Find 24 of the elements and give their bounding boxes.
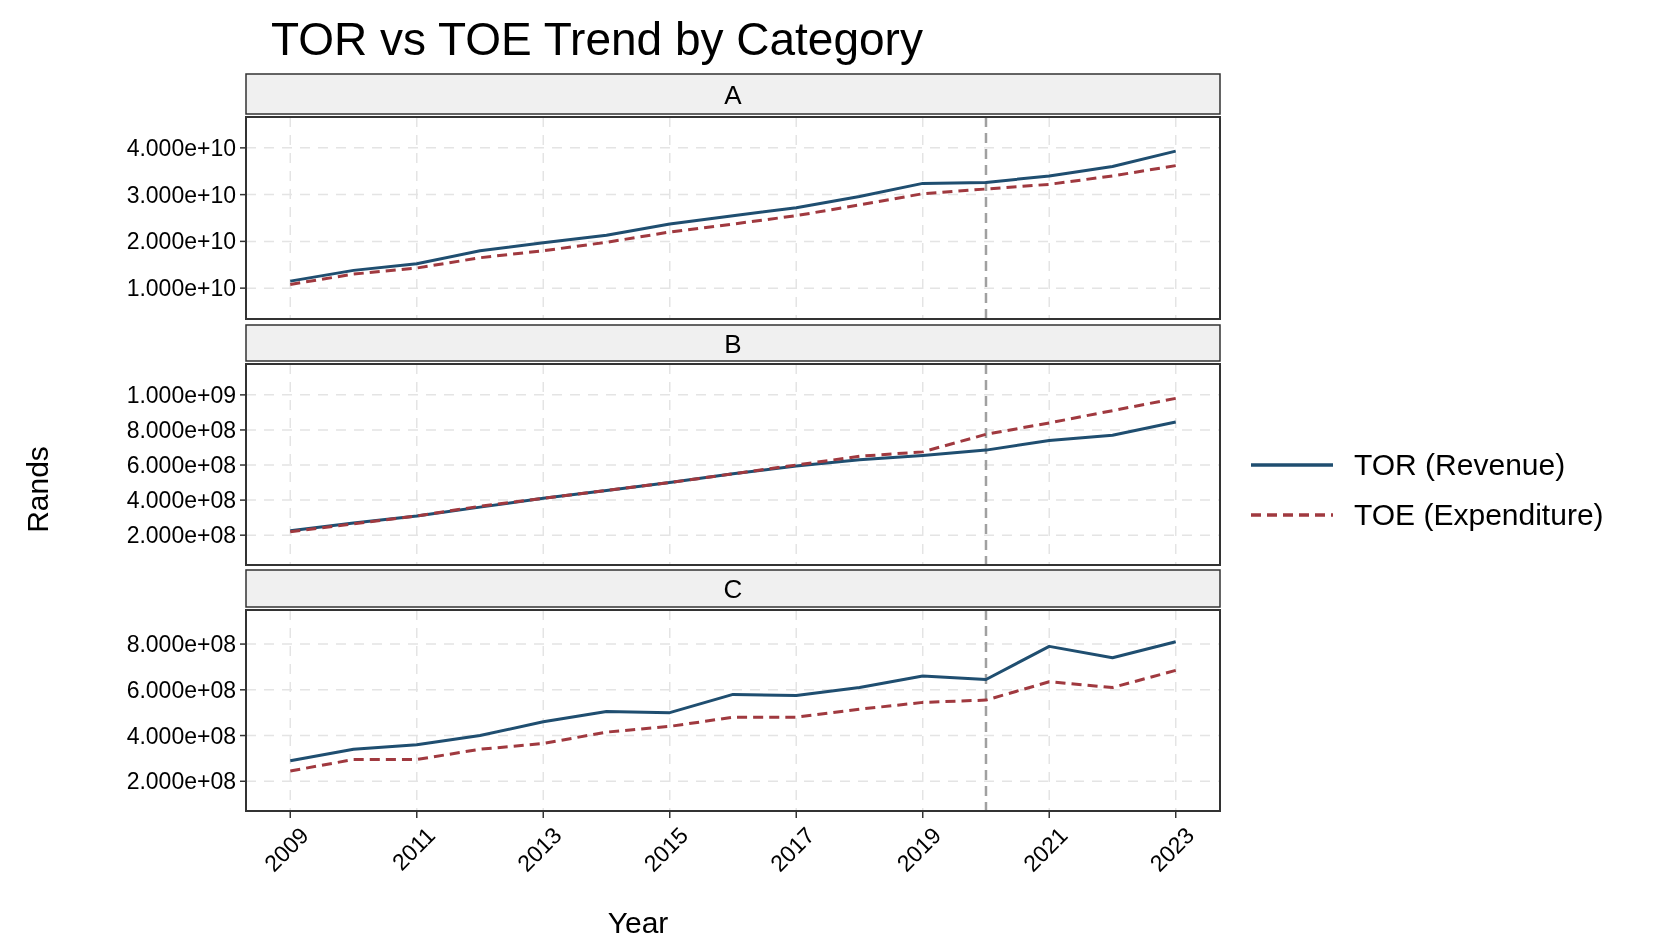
- y-tick-label: 4.000e+10: [126, 134, 236, 161]
- legend-label: TOR (Revenue): [1354, 448, 1566, 481]
- y-axis-title: Rands: [21, 446, 54, 533]
- x-axis-title: Year: [607, 906, 669, 933]
- line-series: [288, 640, 1178, 763]
- y-tick-label: 6.000e+08: [126, 676, 236, 703]
- y-tick-label: 3.000e+10: [126, 181, 236, 208]
- y-tick-label: 6.000e+08: [126, 452, 236, 479]
- y-tick-label: 8.000e+08: [126, 416, 236, 443]
- chart-subtitle: B: [724, 328, 742, 359]
- y-tick-label: 2.000e+08: [126, 522, 236, 549]
- line-series: [288, 396, 1178, 534]
- y-tick-label: 1.000e+10: [126, 275, 236, 302]
- y-tick-label: 2.000e+08: [126, 768, 236, 795]
- legend-label: TOE (Expenditure): [1354, 498, 1604, 531]
- line-series: [288, 668, 1178, 773]
- y-tick-label: 1.000e+09: [126, 381, 236, 408]
- chart-subtitle: A: [724, 79, 743, 110]
- y-tick-label: 4.000e+08: [126, 487, 236, 514]
- y-tick-label: 8.000e+08: [126, 631, 236, 658]
- chart-subtitle: C: [723, 574, 743, 604]
- y-tick-label: 2.000e+10: [126, 228, 236, 255]
- chart-title: TOR vs TOE Trend by Category: [271, 13, 923, 65]
- y-tick-label: 4.000e+08: [126, 722, 236, 749]
